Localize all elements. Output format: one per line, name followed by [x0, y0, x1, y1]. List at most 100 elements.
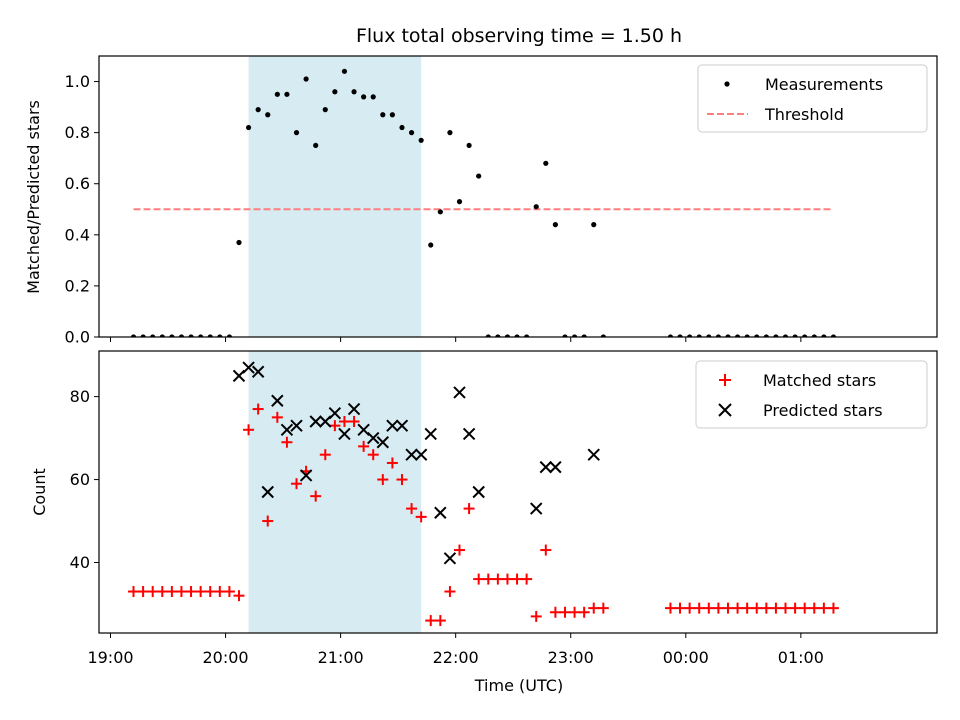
- matched-star-point: [338, 416, 350, 427]
- predicted-star-point: [347, 402, 361, 416]
- matched-star-point: [770, 602, 782, 614]
- measurement-point: [130, 334, 137, 337]
- measurement-point: [226, 334, 232, 337]
- y-tick-label: 0.8: [65, 123, 90, 142]
- measurement-point: [341, 68, 348, 74]
- measurement-point: [782, 334, 789, 337]
- top-legend-frame: [697, 64, 928, 133]
- legend-measurements-label: Measurements: [765, 75, 883, 94]
- legend-matched-label: Matched stars: [763, 371, 876, 390]
- matched-star-point: [732, 602, 744, 614]
- measurement-point: [361, 94, 367, 100]
- measurement-point: [245, 124, 252, 131]
- matched-star-point: [319, 449, 331, 461]
- matched-star-point: [434, 615, 446, 627]
- y-tick-label: 0.2: [65, 276, 90, 295]
- matched-star-point: [482, 573, 494, 585]
- matched-star-point: [406, 503, 418, 515]
- bottom-plot-area: 40 60 80 19:00 20:00 21:00 22:00 23:00 00:00 01:0…: [70, 350, 938, 667]
- matched-star-point: [827, 602, 839, 614]
- matched-star-point: [799, 602, 811, 614]
- predicted-star-point: [549, 460, 562, 474]
- matched-star-point: [444, 586, 456, 598]
- measurement-point: [265, 112, 271, 118]
- measurement-point: [600, 334, 606, 337]
- measurement-point: [734, 334, 741, 337]
- legend-predicted-label: Predicted stars: [763, 401, 883, 420]
- measurement-point: [715, 334, 721, 337]
- matched-star-point: [204, 586, 216, 598]
- measurement-point: [744, 334, 750, 337]
- predicted-star-point: [242, 361, 255, 374]
- matched-star-point: [386, 457, 398, 469]
- measurement-point: [763, 334, 769, 337]
- measurement-point: [485, 334, 491, 337]
- measurement-point: [754, 334, 760, 337]
- bottom-panel: 40 60 80 19:00 20:00 21:00 22:00 23:00 00:00 01:0…: [30, 350, 938, 695]
- matched-star-point: [780, 602, 792, 614]
- bottom-y-axis-title: Count: [30, 468, 49, 516]
- matched-star-point: [185, 586, 197, 598]
- matched-star-point: [214, 586, 226, 598]
- matched-star-point: [664, 602, 676, 614]
- measurement-point: [332, 89, 338, 95]
- measurement-point: [696, 334, 702, 337]
- matched-star-point: [348, 416, 360, 427]
- matched-star-point: [597, 602, 609, 614]
- measurement-point: [706, 334, 712, 337]
- predicted-star-point: [395, 419, 409, 432]
- measurement-point: [495, 334, 501, 337]
- matched-star-point: [559, 606, 571, 618]
- x-tick-label: 00:00: [663, 648, 709, 667]
- measurement-point: [562, 334, 568, 337]
- matched-star-point: [329, 420, 341, 432]
- matched-star-point: [425, 615, 437, 627]
- predicted-star-point: [251, 365, 265, 378]
- predicted-star-point: [424, 427, 437, 441]
- predicted-star-point: [328, 406, 342, 420]
- bottom-legend: Matched stars Predicted stars: [695, 360, 928, 429]
- predicted-star-point: [587, 448, 600, 461]
- matched-star-point: [712, 602, 724, 614]
- matched-star-point: [463, 503, 475, 515]
- top-plot-area: 0.0 0.2 0.4 0.6 0.8 1.0: [65, 55, 938, 347]
- predicted-star-point: [309, 415, 322, 428]
- bottom-legend-frame: [695, 360, 928, 429]
- legend-predicted-marker: [718, 403, 732, 417]
- observing-window-span: [248, 56, 422, 337]
- matched-star-point: [396, 474, 408, 486]
- matched-star-point: [693, 602, 705, 614]
- measurement-point: [178, 334, 185, 337]
- predicted-star-point: [367, 431, 380, 445]
- matched-star-point: [578, 606, 590, 618]
- measurement-point: [476, 173, 482, 179]
- predicted-star-point: [472, 485, 485, 499]
- y-tick-label: 1.0: [65, 72, 90, 91]
- measurement-point: [524, 334, 530, 337]
- matched-star-point: [492, 573, 504, 585]
- measurement-point: [293, 130, 300, 136]
- matched-star-point: [137, 586, 149, 598]
- y-tick-label: 0.0: [65, 328, 90, 347]
- y-tick-label: 60: [70, 470, 90, 489]
- matched-star-point: [233, 590, 245, 602]
- x-tick-label: 23:00: [548, 648, 594, 667]
- measurement-point: [188, 334, 194, 337]
- predicted-star-point: [261, 485, 274, 499]
- y-tick-label: 40: [70, 553, 90, 572]
- top-panel: 0.0 0.2 0.4 0.6 0.8 1.0 Matched/Predicted sta…: [24, 55, 938, 347]
- measurement-point: [169, 334, 175, 337]
- measurement-point: [198, 334, 204, 337]
- matched-star-point: [808, 602, 820, 614]
- axes-frame: [98, 350, 938, 634]
- matched-star-point: [722, 602, 734, 614]
- predicted-star-point: [271, 394, 284, 407]
- matched-star-point: [223, 586, 235, 598]
- matched-star-point: [367, 449, 379, 461]
- matched-star-point: [195, 586, 207, 598]
- measurement-point: [380, 112, 386, 118]
- matched-star-point: [789, 602, 801, 614]
- measurement-point: [552, 222, 558, 228]
- y-tick-label: 0.4: [65, 225, 90, 244]
